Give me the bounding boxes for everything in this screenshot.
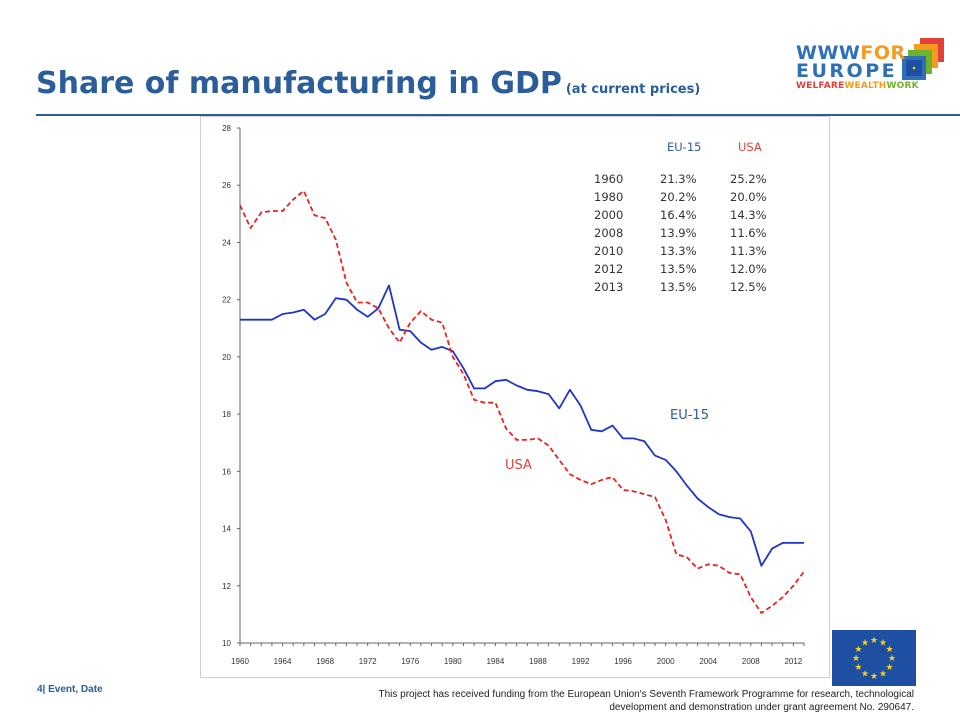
page-subtitle: (at current prices) [565, 82, 701, 97]
chart-frame [200, 116, 830, 678]
logo-wealth: WEALTH [844, 81, 887, 91]
logo-for: FOR [860, 42, 906, 64]
inset-row: 2012 13.5% 12.0% [590, 262, 790, 280]
inset-year: 2000 [594, 208, 624, 222]
inset-eu-value: 13.9% [660, 226, 697, 240]
x-tick-label: 2012 [784, 657, 802, 666]
inset-usa-value: 20.0% [730, 190, 767, 204]
inset-table-header: EU-15 USA [590, 140, 790, 158]
inset-header-eu: EU-15 [667, 140, 702, 154]
inset-year: 2013 [594, 280, 624, 294]
inset-usa-value: 25.2% [730, 172, 767, 186]
x-tick-label: 1968 [316, 657, 334, 666]
eu15-series-label: EU-15 [670, 408, 709, 423]
logo-work: WORK [886, 81, 919, 91]
inset-usa-value: 14.3% [730, 208, 767, 222]
x-tick-label: 2004 [699, 657, 717, 666]
eu-star-icon: ★ [886, 662, 894, 672]
inset-row: 2010 13.3% 11.3% [590, 244, 790, 262]
eu15-series-line [240, 284, 804, 567]
eu-star-icon: ★ [861, 669, 869, 679]
y-tick-label: 20 [222, 353, 231, 362]
eu-star-icon: ★ [854, 644, 862, 654]
eu-star-icon: ★ [886, 644, 894, 654]
y-tick-label: 26 [222, 181, 231, 190]
inset-year: 2012 [594, 262, 624, 276]
x-tick-label: 1972 [359, 657, 377, 666]
usa-series-line [239, 190, 805, 614]
x-tick-label: 1960 [231, 657, 249, 666]
inset-row: 1980 20.2% 20.0% [590, 190, 790, 208]
manufacturing-share-chart: 10 12 14 16 18 20 22 24 26 28 1960 1964 1968 1972 1976… [222, 124, 805, 666]
funding-notice: This project has received funding from t… [378, 689, 914, 713]
eu-star-icon: ★ [879, 637, 887, 647]
y-tick-label: 28 [222, 124, 231, 133]
inset-header-usa: USA [738, 140, 762, 154]
eu-star-icon: ★ [879, 669, 887, 679]
page-title: Share of manufacturing in GDP (at current… [36, 66, 700, 101]
inset-usa-value: 12.0% [730, 262, 767, 276]
inset-table: EU-15 USA 1960 21.3% 25.2% 1980 20.2% 20.0% … [590, 140, 790, 298]
y-tick-label: 18 [222, 410, 231, 419]
inset-year: 2010 [594, 244, 624, 258]
inset-eu-value: 16.4% [660, 208, 697, 222]
inset-row: 2013 13.5% 12.5% [590, 280, 790, 298]
y-tick-label: 14 [222, 525, 231, 534]
footer-event-date: 4| Event, Date [37, 684, 103, 695]
eu-star-icon: ★ [852, 653, 860, 663]
y-tick-label: 10 [222, 639, 231, 648]
eu-star-icon: ★ [888, 653, 896, 663]
logo-line-3: WELFAREWEALTHWORK [796, 82, 919, 91]
x-tick-label: 1976 [401, 657, 419, 666]
inset-row: 1960 21.3% 25.2% [590, 172, 790, 190]
logo-line-1: WWWFOR [796, 44, 906, 63]
wwwforeurope-logo: WWWFOR EUROPE WELFAREWEALTHWORK [790, 34, 950, 102]
eu-flag-stars: ★★★★★★★★★ ★ ★★ [852, 635, 896, 681]
x-tick-label: 2008 [742, 657, 760, 666]
eu-star-icon: ★ [870, 671, 878, 681]
eu-star-icon: ★ [854, 662, 862, 672]
x-tick-label: 1964 [274, 657, 292, 666]
logo-squares-icon [902, 38, 944, 80]
y-tick-label: 24 [222, 238, 231, 247]
inset-year: 1980 [594, 190, 624, 204]
y-tick-label: 22 [222, 296, 231, 305]
logo-www: WWW [796, 42, 861, 64]
inset-row: 2000 16.4% 14.3% [590, 208, 790, 226]
x-tick-label: 1980 [444, 657, 462, 666]
usa-series-label: USA [505, 458, 532, 473]
x-tick-label: 1988 [529, 657, 547, 666]
inset-eu-value: 13.5% [660, 262, 697, 276]
inset-eu-value: 20.2% [660, 190, 697, 204]
inset-usa-value: 11.3% [730, 244, 767, 258]
inset-eu-value: 21.3% [660, 172, 697, 186]
eu-star-icon: ★ [861, 637, 869, 647]
inset-year: 1960 [594, 172, 624, 186]
inset-usa-value: 12.5% [730, 280, 767, 294]
x-tick-label: 1992 [572, 657, 590, 666]
eu-flag-icon: ★ ★ ★ ★ ★ ★ ★ ★ ★ ★ ★ ★ [832, 630, 916, 686]
inset-usa-value: 11.6% [730, 226, 767, 240]
inset-eu-value: 13.3% [660, 244, 697, 258]
x-tick-label: 2000 [657, 657, 675, 666]
title-divider [36, 114, 960, 116]
x-tick-label: 1996 [614, 657, 632, 666]
logo-line-2: EUROPE [796, 60, 898, 82]
eu-star-icon: ★ [870, 635, 878, 645]
y-tick-label: 12 [222, 582, 231, 591]
inset-eu-value: 13.5% [660, 280, 697, 294]
y-tick-label: 16 [222, 467, 231, 476]
x-tick-label: 1984 [486, 657, 504, 666]
inset-year: 2008 [594, 226, 624, 240]
inset-row: 2008 13.9% 11.6% [590, 226, 790, 244]
page-title-text: Share of manufacturing in GDP [36, 66, 562, 101]
logo-welfare: WELFARE [796, 81, 845, 91]
